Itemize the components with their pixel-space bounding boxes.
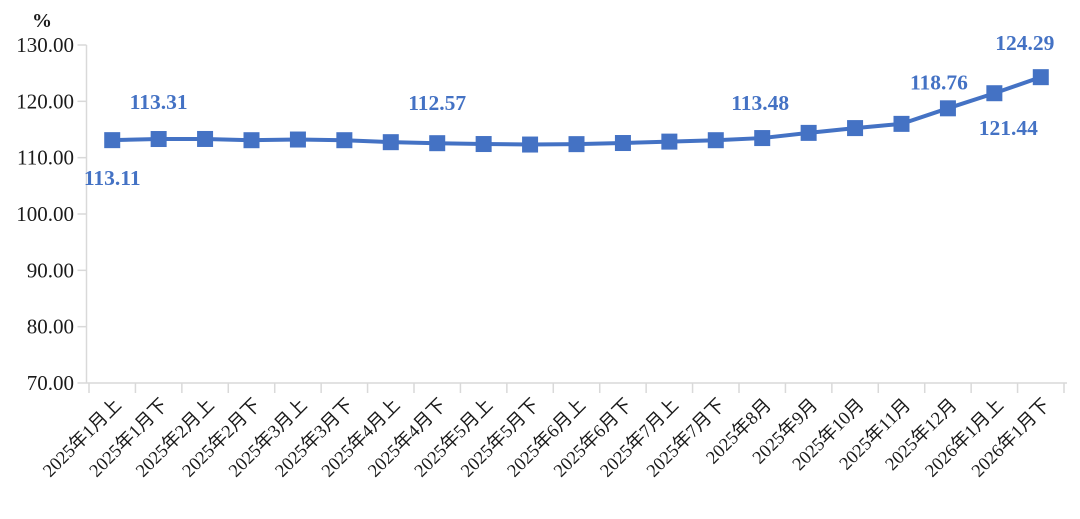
data-point-marker	[568, 136, 585, 153]
data-point-marker	[382, 134, 399, 151]
data-point-marker	[847, 120, 864, 137]
data-point-marker	[661, 133, 678, 150]
y-axis-tick-label: 100.00	[16, 202, 74, 226]
y-axis-tick-label: 110.00	[17, 146, 74, 170]
data-point-marker	[754, 130, 771, 147]
data-point-marker	[939, 100, 956, 117]
y-axis-unit-label: %	[32, 10, 52, 32]
data-point-label: 124.29	[995, 31, 1054, 55]
data-point-marker	[1032, 69, 1049, 86]
y-axis-tick-label: 80.00	[27, 315, 74, 339]
y-axis-tick-label: 130.00	[16, 33, 74, 57]
data-point-marker	[289, 131, 306, 148]
data-point-marker	[243, 132, 260, 149]
data-point-marker	[707, 132, 724, 149]
data-point-marker	[429, 135, 446, 152]
data-point-marker	[800, 124, 817, 141]
data-point-label: 112.57	[408, 91, 466, 115]
data-point-marker	[522, 136, 539, 153]
data-point-marker	[986, 85, 1003, 102]
data-point-label: 113.11	[84, 166, 141, 190]
data-point-label: 113.31	[130, 90, 188, 114]
data-point-label: 118.76	[910, 70, 968, 94]
data-point-marker	[336, 132, 353, 149]
data-point-marker	[197, 130, 214, 147]
y-axis-tick-label: 70.00	[27, 371, 74, 395]
data-point-label: 113.48	[731, 91, 789, 115]
data-point-label: 121.44	[979, 116, 1038, 140]
data-point-marker	[893, 115, 910, 132]
data-point-marker	[104, 132, 121, 149]
data-point-marker	[614, 135, 631, 152]
data-point-marker	[150, 131, 167, 148]
data-point-marker	[475, 136, 492, 153]
y-axis-tick-label: 90.00	[27, 258, 74, 282]
y-axis-tick-label: 120.00	[16, 89, 74, 113]
